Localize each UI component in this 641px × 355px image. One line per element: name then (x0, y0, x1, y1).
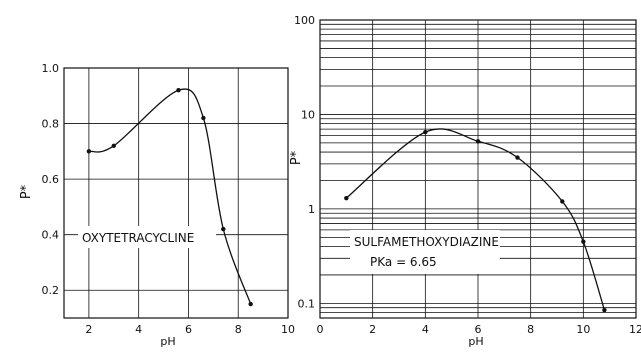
right-data-point (515, 155, 520, 160)
left-data-point (86, 149, 92, 154)
right-x-axis-title: pH (468, 335, 483, 348)
left-data-point (248, 301, 253, 307)
left-data-point (221, 226, 226, 232)
right-y-tick-label: 1 (308, 203, 315, 216)
right-y-tick-label: 0.1 (298, 297, 316, 310)
right-annotation-box (350, 230, 500, 274)
right-y-tick-label: 100 (294, 14, 315, 27)
right-x-tick-label: 0 (317, 323, 324, 336)
left-grid-layer: 2 4 6 8 10 0.2 0.4 0.6 0.8 1.0 (42, 62, 296, 336)
right-x-tick-label: 8 (527, 323, 534, 336)
left-y-tick-label: 0.8 (42, 118, 60, 131)
left-y-tick-label: 0.2 (42, 284, 60, 297)
right-pka-annotation: PKa = 6.65 (370, 255, 437, 269)
left-data-point (176, 88, 181, 93)
left-x-tick-label: 10 (281, 323, 295, 336)
left-x-tick-label: 2 (85, 323, 92, 336)
right-y-axis-title: P* (289, 150, 304, 165)
left-y-tick-label: 0.6 (42, 173, 60, 186)
left-x-axis-title: pH (160, 335, 175, 348)
right-annotation: SULFAMETHOXYDIAZINE (354, 235, 499, 249)
left-annotation-box (78, 226, 216, 248)
left-x-tick-label: 6 (185, 323, 192, 336)
left-series-line (88, 88, 252, 305)
right-data-point (602, 307, 607, 313)
right-data-point (560, 199, 565, 204)
right-y-tick-label: 10 (301, 108, 315, 121)
left-data-point (111, 143, 116, 148)
right-data-point (344, 195, 349, 201)
right-x-tick-label: 6 (475, 323, 482, 336)
right-x-tick-label: 10 (576, 323, 590, 336)
sulfamethoxydiazine-panel: 0 2 4 6 8 10 12 0.1 1 10 100 SULFAMETHOXYDIAZINE P… (289, 14, 641, 348)
left-y-tick-label: 0.4 (42, 229, 60, 242)
left-y-tick-label: 1.0 (42, 62, 60, 75)
right-plot-frame (319, 19, 637, 319)
oxytetracycline-panel: 2 4 6 8 10 0.2 0.4 0.6 0.8 1.0 OXYTETRACYCLINE pH… (19, 62, 295, 348)
right-x-tick-label: 2 (369, 323, 376, 336)
right-data-point (475, 139, 481, 144)
right-x-tick-label: 12 (629, 323, 641, 336)
left-x-tick-label: 4 (135, 323, 142, 336)
right-x-tick-label: 4 (422, 323, 429, 336)
left-annotation: OXYTETRACYCLINE (82, 231, 194, 245)
right-data-point (423, 129, 428, 135)
left-y-axis-title: P* (19, 184, 34, 199)
right-grid-layer: 0 2 4 6 8 10 12 0.1 1 10 100 (294, 14, 641, 336)
left-plot-frame (63, 67, 289, 319)
right-series-line (345, 128, 606, 311)
left-data-point (201, 115, 206, 121)
left-x-tick-label: 8 (235, 323, 242, 336)
right-data-point (581, 239, 586, 244)
